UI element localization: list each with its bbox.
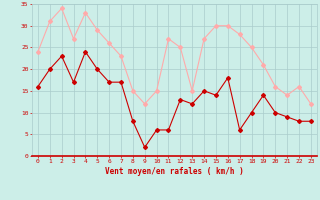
X-axis label: Vent moyen/en rafales ( km/h ): Vent moyen/en rafales ( km/h ) bbox=[105, 167, 244, 176]
